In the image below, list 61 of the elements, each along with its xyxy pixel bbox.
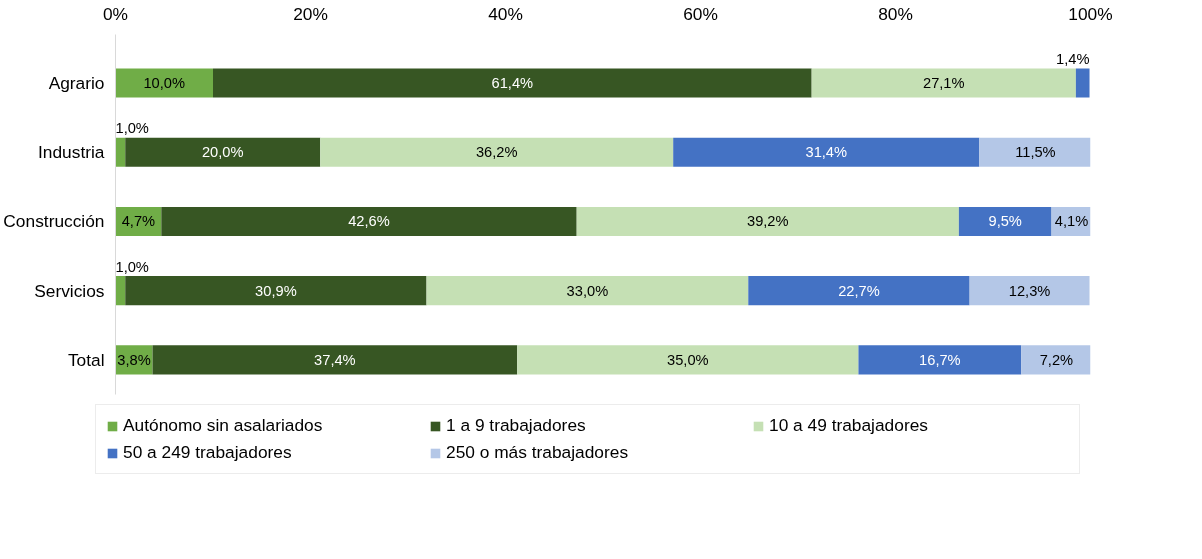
data-label: 35,0%: [667, 351, 709, 368]
bar: [152, 345, 518, 375]
data-label: 33,0%: [566, 282, 609, 299]
bar: [1021, 345, 1091, 375]
bar: [115, 276, 126, 306]
bar: [161, 206, 577, 236]
data-label: 30,9%: [255, 282, 297, 299]
legend-label: 10 a 49 trabajadores: [769, 415, 929, 436]
bar: [320, 137, 674, 167]
y-tick-label: Agrario: [48, 72, 105, 93]
bar: [958, 206, 1052, 236]
bar: [858, 345, 1022, 375]
bar: [125, 276, 427, 306]
bar: [979, 137, 1091, 167]
bar: [811, 68, 1076, 98]
bar: [748, 276, 970, 306]
y-tick-label: Total: [67, 349, 105, 370]
data-label: 39,2%: [747, 213, 789, 230]
data-label: 61,4%: [491, 74, 534, 91]
bar: [517, 345, 859, 375]
data-label: 11,5%: [1015, 144, 1056, 161]
data-label: 36,2%: [475, 144, 518, 161]
bar: [673, 137, 980, 167]
bar: [1075, 68, 1090, 98]
legend-label: 1 a 9 trabajadores: [446, 415, 587, 436]
legend-label: 250 o más trabajadores: [446, 442, 630, 463]
data-label: 16,7%: [919, 351, 961, 368]
data-label: 37,4%: [314, 351, 356, 368]
data-label: 27,1%: [922, 74, 965, 91]
data-label: 42,6%: [348, 213, 390, 230]
bar: [576, 206, 959, 236]
legend-label: 50 a 249 trabajadores: [123, 442, 293, 463]
y-tick-label: Servicios: [34, 280, 105, 301]
bar: [969, 276, 1090, 306]
bar: [426, 276, 749, 306]
data-label: 20,0%: [201, 144, 244, 161]
data-label: 3,8%: [117, 351, 151, 368]
data-label: 1,0%: [115, 120, 149, 137]
x-tick-label: 60%: [683, 3, 718, 24]
data-label: 22,7%: [838, 282, 880, 299]
data-label: 4,7%: [121, 213, 156, 230]
data-label: 7,2%: [1039, 351, 1074, 368]
bar: [115, 137, 126, 167]
legend-label: Autónomo sin asalariados: [123, 415, 324, 436]
bar: [125, 137, 321, 167]
data-label: 31,4%: [805, 144, 848, 161]
x-tick-label: 40%: [488, 3, 523, 24]
x-tick-label: 0%: [102, 3, 129, 24]
bar: [213, 68, 812, 98]
y-tick-label: Industria: [38, 142, 105, 163]
data-label: 9,5%: [988, 213, 1022, 230]
x-tick-label: 80%: [878, 3, 913, 24]
data-label: 10,0%: [143, 74, 186, 91]
data-label: 4,1%: [1054, 213, 1089, 230]
data-label: 1,0%: [115, 258, 149, 275]
x-tick-label: 20%: [293, 3, 328, 24]
data-label: 12,3%: [1008, 282, 1051, 299]
data-label: 1,4%: [1056, 51, 1090, 68]
y-tick-label: Construcción: [3, 211, 105, 232]
x-tick-label: 100%: [1068, 3, 1113, 24]
bar: [115, 68, 213, 98]
